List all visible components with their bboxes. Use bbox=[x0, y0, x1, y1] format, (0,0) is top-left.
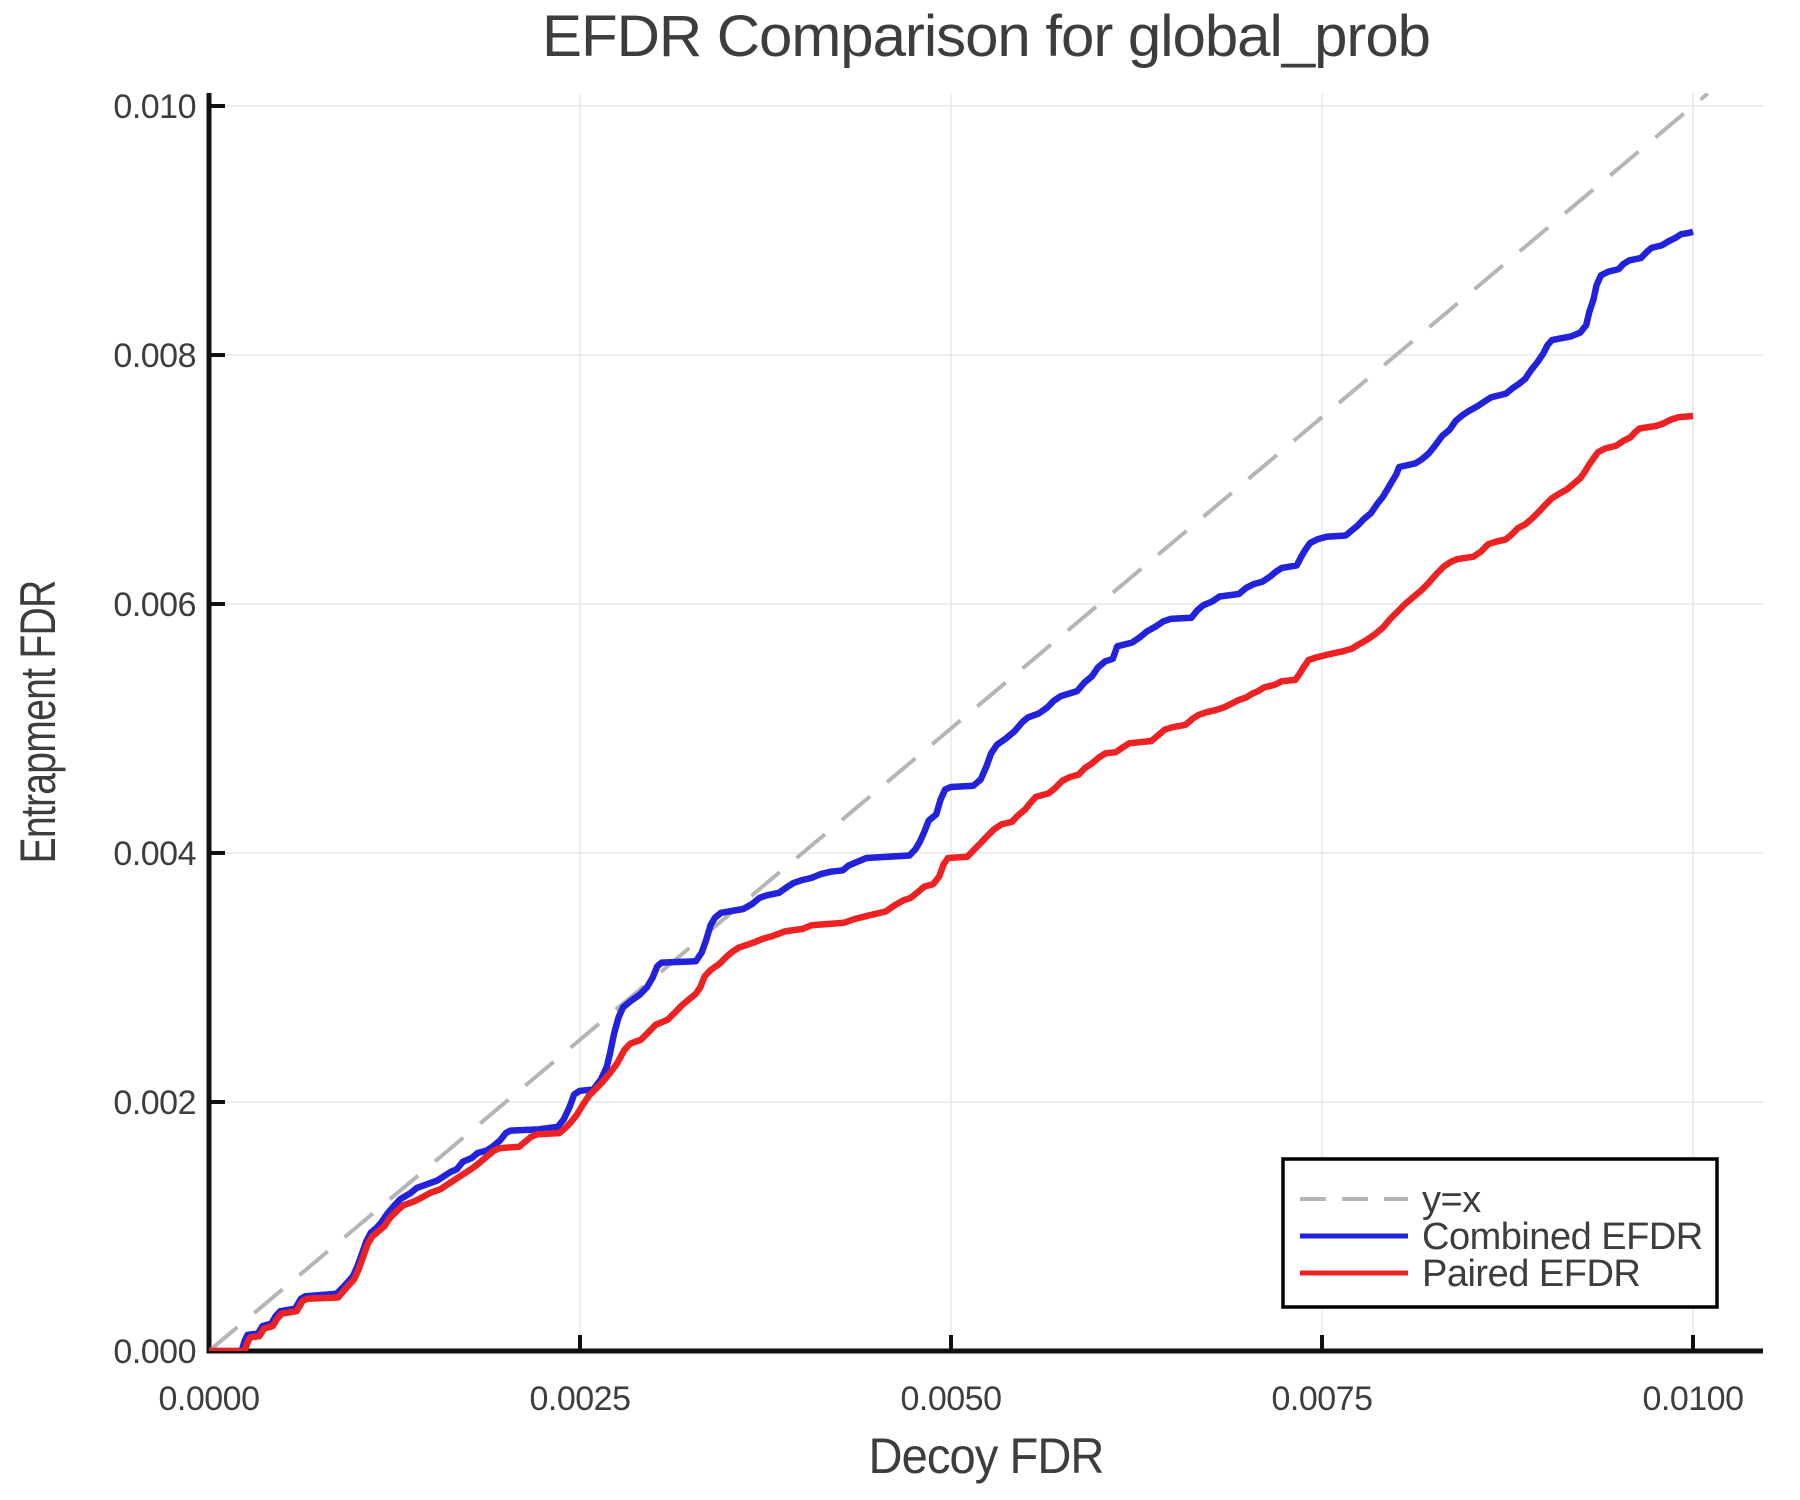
x-tick-label: 0.0100 bbox=[1643, 1380, 1744, 1418]
legend-row-combined: Combined EFDR bbox=[1300, 1216, 1703, 1258]
series-line-paired-efdr bbox=[209, 412, 1694, 1351]
plot-series bbox=[209, 93, 1710, 1351]
x-tick-label: 0.0000 bbox=[159, 1380, 260, 1418]
legend-label-combined: Combined EFDR bbox=[1422, 1216, 1703, 1258]
legend-row-paired: Paired EFDR bbox=[1300, 1253, 1641, 1295]
x-tick-label: 0.0025 bbox=[530, 1380, 631, 1418]
legend-row-yx: y=x bbox=[1300, 1179, 1482, 1221]
legend: y=x Combined EFDR Paired EFDR bbox=[1281, 1157, 1719, 1309]
y-axis-label: Entrapment FDR bbox=[10, 581, 66, 864]
axes-spines bbox=[206, 93, 1763, 1354]
tick-labels: 0.0000 0.0025 0.0050 0.0075 0.0100 0.000 0.002… bbox=[113, 88, 1744, 1418]
y-tick-label: 0.000 bbox=[113, 1333, 196, 1371]
chart-title: EFDR Comparison for global_prob bbox=[542, 4, 1430, 69]
x-tick-label: 0.0050 bbox=[901, 1380, 1002, 1418]
y-tick-label: 0.008 bbox=[113, 337, 196, 375]
y-tick-label: 0.002 bbox=[113, 1084, 196, 1122]
legend-box bbox=[1281, 1157, 1719, 1309]
legend-label-yx: y=x bbox=[1422, 1179, 1481, 1221]
y-tick-label: 0.010 bbox=[113, 88, 196, 126]
y-tick-label: 0.004 bbox=[113, 835, 196, 873]
legend-label-paired: Paired EFDR bbox=[1422, 1253, 1640, 1295]
y-tick-label: 0.006 bbox=[113, 586, 196, 624]
x-tick-label: 0.0075 bbox=[1272, 1380, 1373, 1418]
series-line-combined-efdr bbox=[209, 228, 1694, 1351]
x-axis-label: Decoy FDR bbox=[869, 1428, 1104, 1484]
series-line-y-x bbox=[209, 93, 1710, 1351]
